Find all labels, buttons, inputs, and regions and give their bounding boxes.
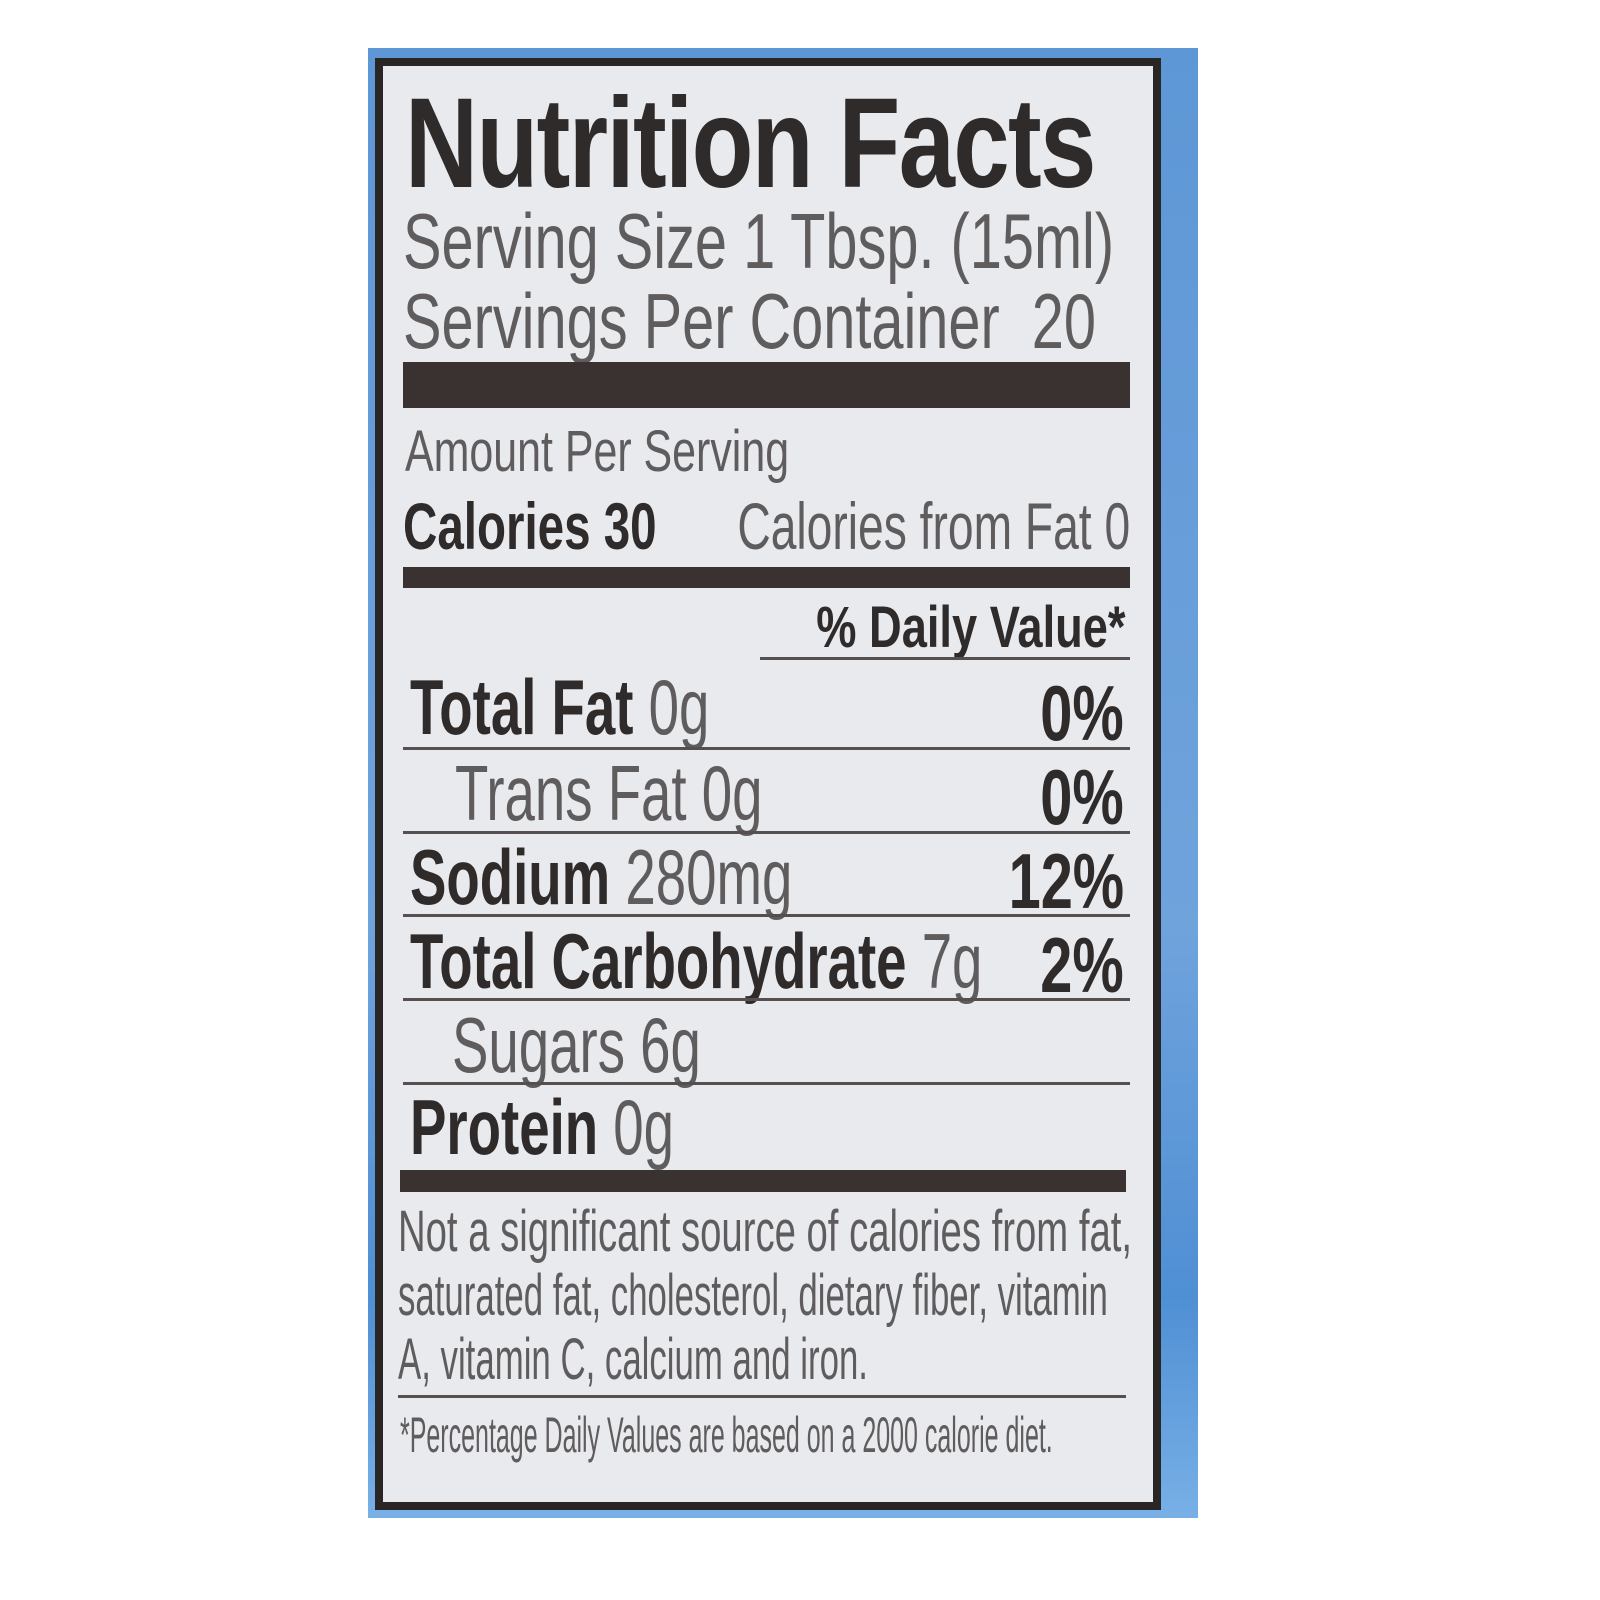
divider-medium [403,567,1130,588]
nutrition-label [375,58,1161,1510]
servings-per-container: Servings Per Container 20 [403,277,1097,365]
nutrient-name: Sodium [410,833,611,921]
divider [398,1395,1126,1398]
daily-value-header: % Daily Value* [816,595,1126,660]
dv-note: *Percentage Daily Values are based on a … [400,1407,1053,1463]
nutrient-amount: 0g [613,1083,674,1171]
calories: Calories 30 [403,489,657,563]
nutrient-dv: 12% [1008,837,1124,925]
nutrient-amount: 6g [640,1001,701,1089]
nutrient-row-sugars: Sugars 6g [452,1000,701,1091]
divider-medium [400,1170,1126,1192]
amount-per-serving: Amount Per Serving [405,419,790,484]
serving-size: Serving Size 1 Tbsp. (15ml) [403,197,1115,285]
nutrient-name: Trans Fat [455,749,687,837]
divider [403,1082,1130,1085]
nutrient-amount: 0g [701,749,763,837]
calories-from-fat: Calories from Fat 0 [737,489,1130,563]
divider [403,831,1130,834]
divider [403,747,1130,750]
footnote-line: A, vitamin C, calcium and iron. [398,1327,868,1392]
footnote-line: saturated fat, cholesterol, dietary fibe… [398,1263,1108,1328]
nutrient-amount: 7g [921,917,983,1005]
nutrient-name: Total Fat [410,663,634,751]
nutrient-dv: 0% [1040,753,1124,841]
nutrient-row-protein: Protein 0g [410,1082,674,1173]
label-title: Nutrition Facts [405,72,1096,215]
nutrient-name: Protein [410,1083,599,1171]
nutrient-row-total-fat: Total Fat 0g [410,662,709,753]
nutrient-dv: 0% [1040,669,1124,757]
divider [403,998,1130,1001]
divider [760,657,1130,660]
nutrient-row-trans-fat: Trans Fat 0g [455,748,763,839]
divider [403,914,1130,917]
nutrient-row-sodium: Sodium 280mg [410,832,792,923]
nutrient-name: Total Carbohydrate [410,917,907,1005]
nutrient-amount: 0g [648,663,710,751]
nutrient-row-total-carbohydrate: Total Carbohydrate 7g [410,916,982,1007]
footnote-line: Not a significant source of calories fro… [398,1199,1133,1264]
nutrient-name: Sugars [452,1001,625,1089]
nutrient-amount: 280mg [625,833,793,921]
divider-thick [403,362,1130,408]
nutrient-dv: 2% [1040,921,1124,1009]
